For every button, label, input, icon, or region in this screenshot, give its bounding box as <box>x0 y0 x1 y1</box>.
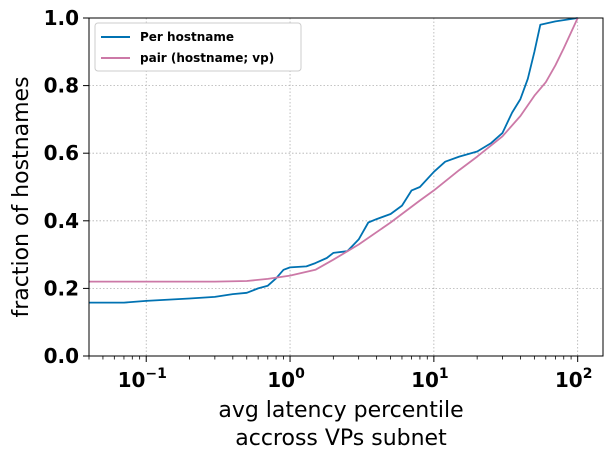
legend-label-per-hostname: Per hostname <box>140 30 234 44</box>
series-line-0 <box>89 17 578 304</box>
plot-lines <box>89 17 579 304</box>
y-tick-label: 0.0 <box>44 344 79 368</box>
x-axis-label-line2: accross VPs subnet <box>235 426 447 451</box>
y-axis-label: fraction of hostnames <box>9 76 34 317</box>
y-tick-label: 0.6 <box>44 141 79 165</box>
x-tick-label: 10−1 <box>118 366 167 392</box>
y-tick-label: 0.2 <box>44 276 79 300</box>
x-tick-label: 101 <box>411 366 449 392</box>
y-tick-label: 0.4 <box>44 209 79 233</box>
axis-ticks: 10−1 100 101 102 0.0 0.2 0.4 0.6 0.8 1.0 <box>44 6 593 392</box>
x-tick-label: 102 <box>555 366 593 392</box>
x-axis-label: avg latency percentile <box>218 398 463 423</box>
plot-area-frame <box>88 17 604 357</box>
y-tick-label: 0.8 <box>44 74 79 98</box>
legend-box <box>94 22 302 72</box>
legend-label-pair: pair (hostname; vp) <box>140 51 274 65</box>
legend: Per hostname pair (hostname; vp) <box>94 22 302 72</box>
series-line-1 <box>89 17 579 283</box>
x-tick-label: 100 <box>267 366 305 392</box>
y-tick-label: 1.0 <box>44 6 79 30</box>
